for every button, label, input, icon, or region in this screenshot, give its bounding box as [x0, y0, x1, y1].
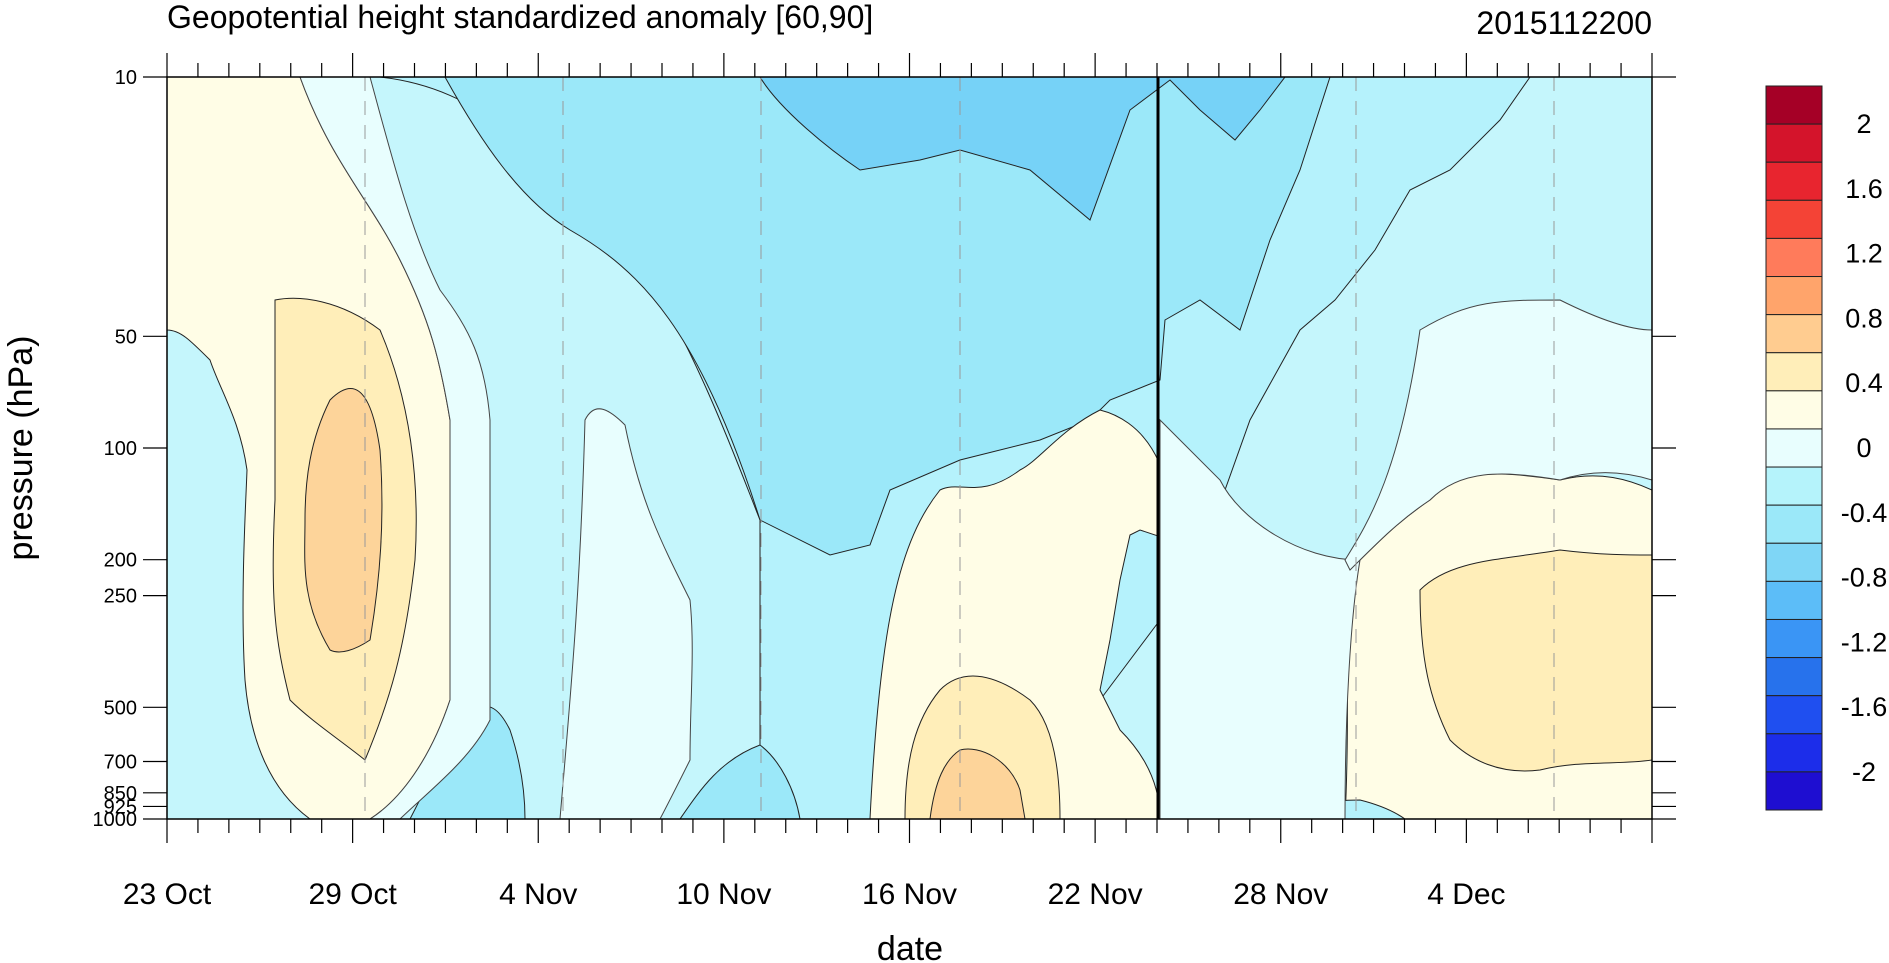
contour-left-positive-core: [304, 388, 383, 653]
colorbar-box: [1765, 161, 1823, 201]
colorbar-label: 1.2: [1845, 239, 1883, 269]
colorbar-box: [1765, 466, 1823, 506]
colorbar-label: -0.4: [1841, 498, 1888, 528]
colorbar-box: [1765, 771, 1823, 811]
contour-center-positive-core: [929, 748, 1026, 819]
contour-white-band-early-dec: [1344, 299, 1652, 571]
x-tick-label: 10 Nov: [676, 878, 771, 911]
contour-right-positive-inner: [1419, 549, 1652, 772]
colorbar: 2 1.6 1.2 0.8 0.4 0 -0.4 -0.8 -1.2 -1.6 -2: [1765, 85, 1888, 811]
y-tick-label: 850: [104, 783, 137, 805]
contour-strong-negative: [759, 77, 1286, 221]
colorbar-box: [1765, 695, 1823, 735]
plot-area: [167, 77, 1652, 819]
x-tick-label: 4 Nov: [499, 878, 577, 911]
colorbar-label: -1.2: [1841, 627, 1888, 657]
colorbar-box: [1765, 314, 1823, 354]
colorbar-label: 0.8: [1845, 303, 1883, 333]
colorbar-label: -0.8: [1841, 563, 1888, 593]
y-tick-label: 10: [115, 67, 137, 89]
colorbar-box: [1765, 580, 1823, 620]
contour-white-band-nov5: [559, 408, 693, 819]
colorbar-label: -2: [1852, 757, 1876, 787]
colorbar-box: [1765, 618, 1823, 659]
y-tick-label: 925: [104, 796, 137, 818]
colorbar-box: [1765, 733, 1823, 773]
contour-white-band-late-oct: [299, 77, 491, 819]
contour-weak-negative-bottom-mid: [679, 744, 801, 819]
y-tick-label: 1000: [93, 809, 138, 831]
colorbar-box: [1765, 504, 1823, 544]
y-tick-label: 500: [104, 697, 137, 719]
colorbar-box: [1765, 657, 1823, 697]
colorbar-label: -1.6: [1841, 692, 1888, 722]
colorbar-box: [1765, 428, 1823, 468]
colorbar-box: [1765, 199, 1823, 239]
colorbar-box: [1765, 123, 1823, 163]
y-tick-label: 50: [115, 326, 137, 348]
y-tick-label: 250: [104, 586, 137, 608]
colorbar-box: [1765, 352, 1823, 392]
colorbar-box: [1765, 542, 1823, 582]
x-tick-label: 23 Oct: [123, 878, 212, 911]
x-tick-label: 28 Nov: [1233, 878, 1328, 911]
contour-white-band-nov20: [1159, 418, 1361, 819]
x-axis: 23 Oct 29 Oct 4 Nov 10 Nov 16 Nov 22 Nov 28 No…: [123, 53, 1653, 911]
y-tick-label: 200: [104, 550, 137, 572]
colorbar-label: 0.4: [1845, 368, 1883, 398]
y-tick-label: 100: [104, 438, 137, 460]
x-tick-label: 16 Nov: [862, 878, 957, 911]
x-tick-label: 4 Dec: [1427, 878, 1505, 911]
y-axis-label: pressure (hPa): [2, 336, 40, 561]
colorbar-label: 1.6: [1845, 174, 1883, 204]
x-tick-label: 22 Nov: [1048, 878, 1143, 911]
chart-timestamp: 2015112200: [1476, 5, 1652, 41]
colorbar-label: 0: [1856, 433, 1871, 463]
x-axis-label: date: [877, 930, 943, 963]
y-tick-label: 700: [104, 752, 137, 774]
colorbar-label: 2: [1856, 109, 1871, 139]
x-tick-label: 29 Oct: [308, 878, 397, 911]
colorbar-box: [1765, 390, 1823, 430]
colorbar-box: [1765, 276, 1823, 316]
colorbar-box: [1765, 85, 1823, 125]
chart-title: Geopotential height standardized anomaly…: [167, 0, 873, 35]
colorbar-box: [1765, 237, 1823, 278]
gridlines: [364, 77, 1555, 819]
